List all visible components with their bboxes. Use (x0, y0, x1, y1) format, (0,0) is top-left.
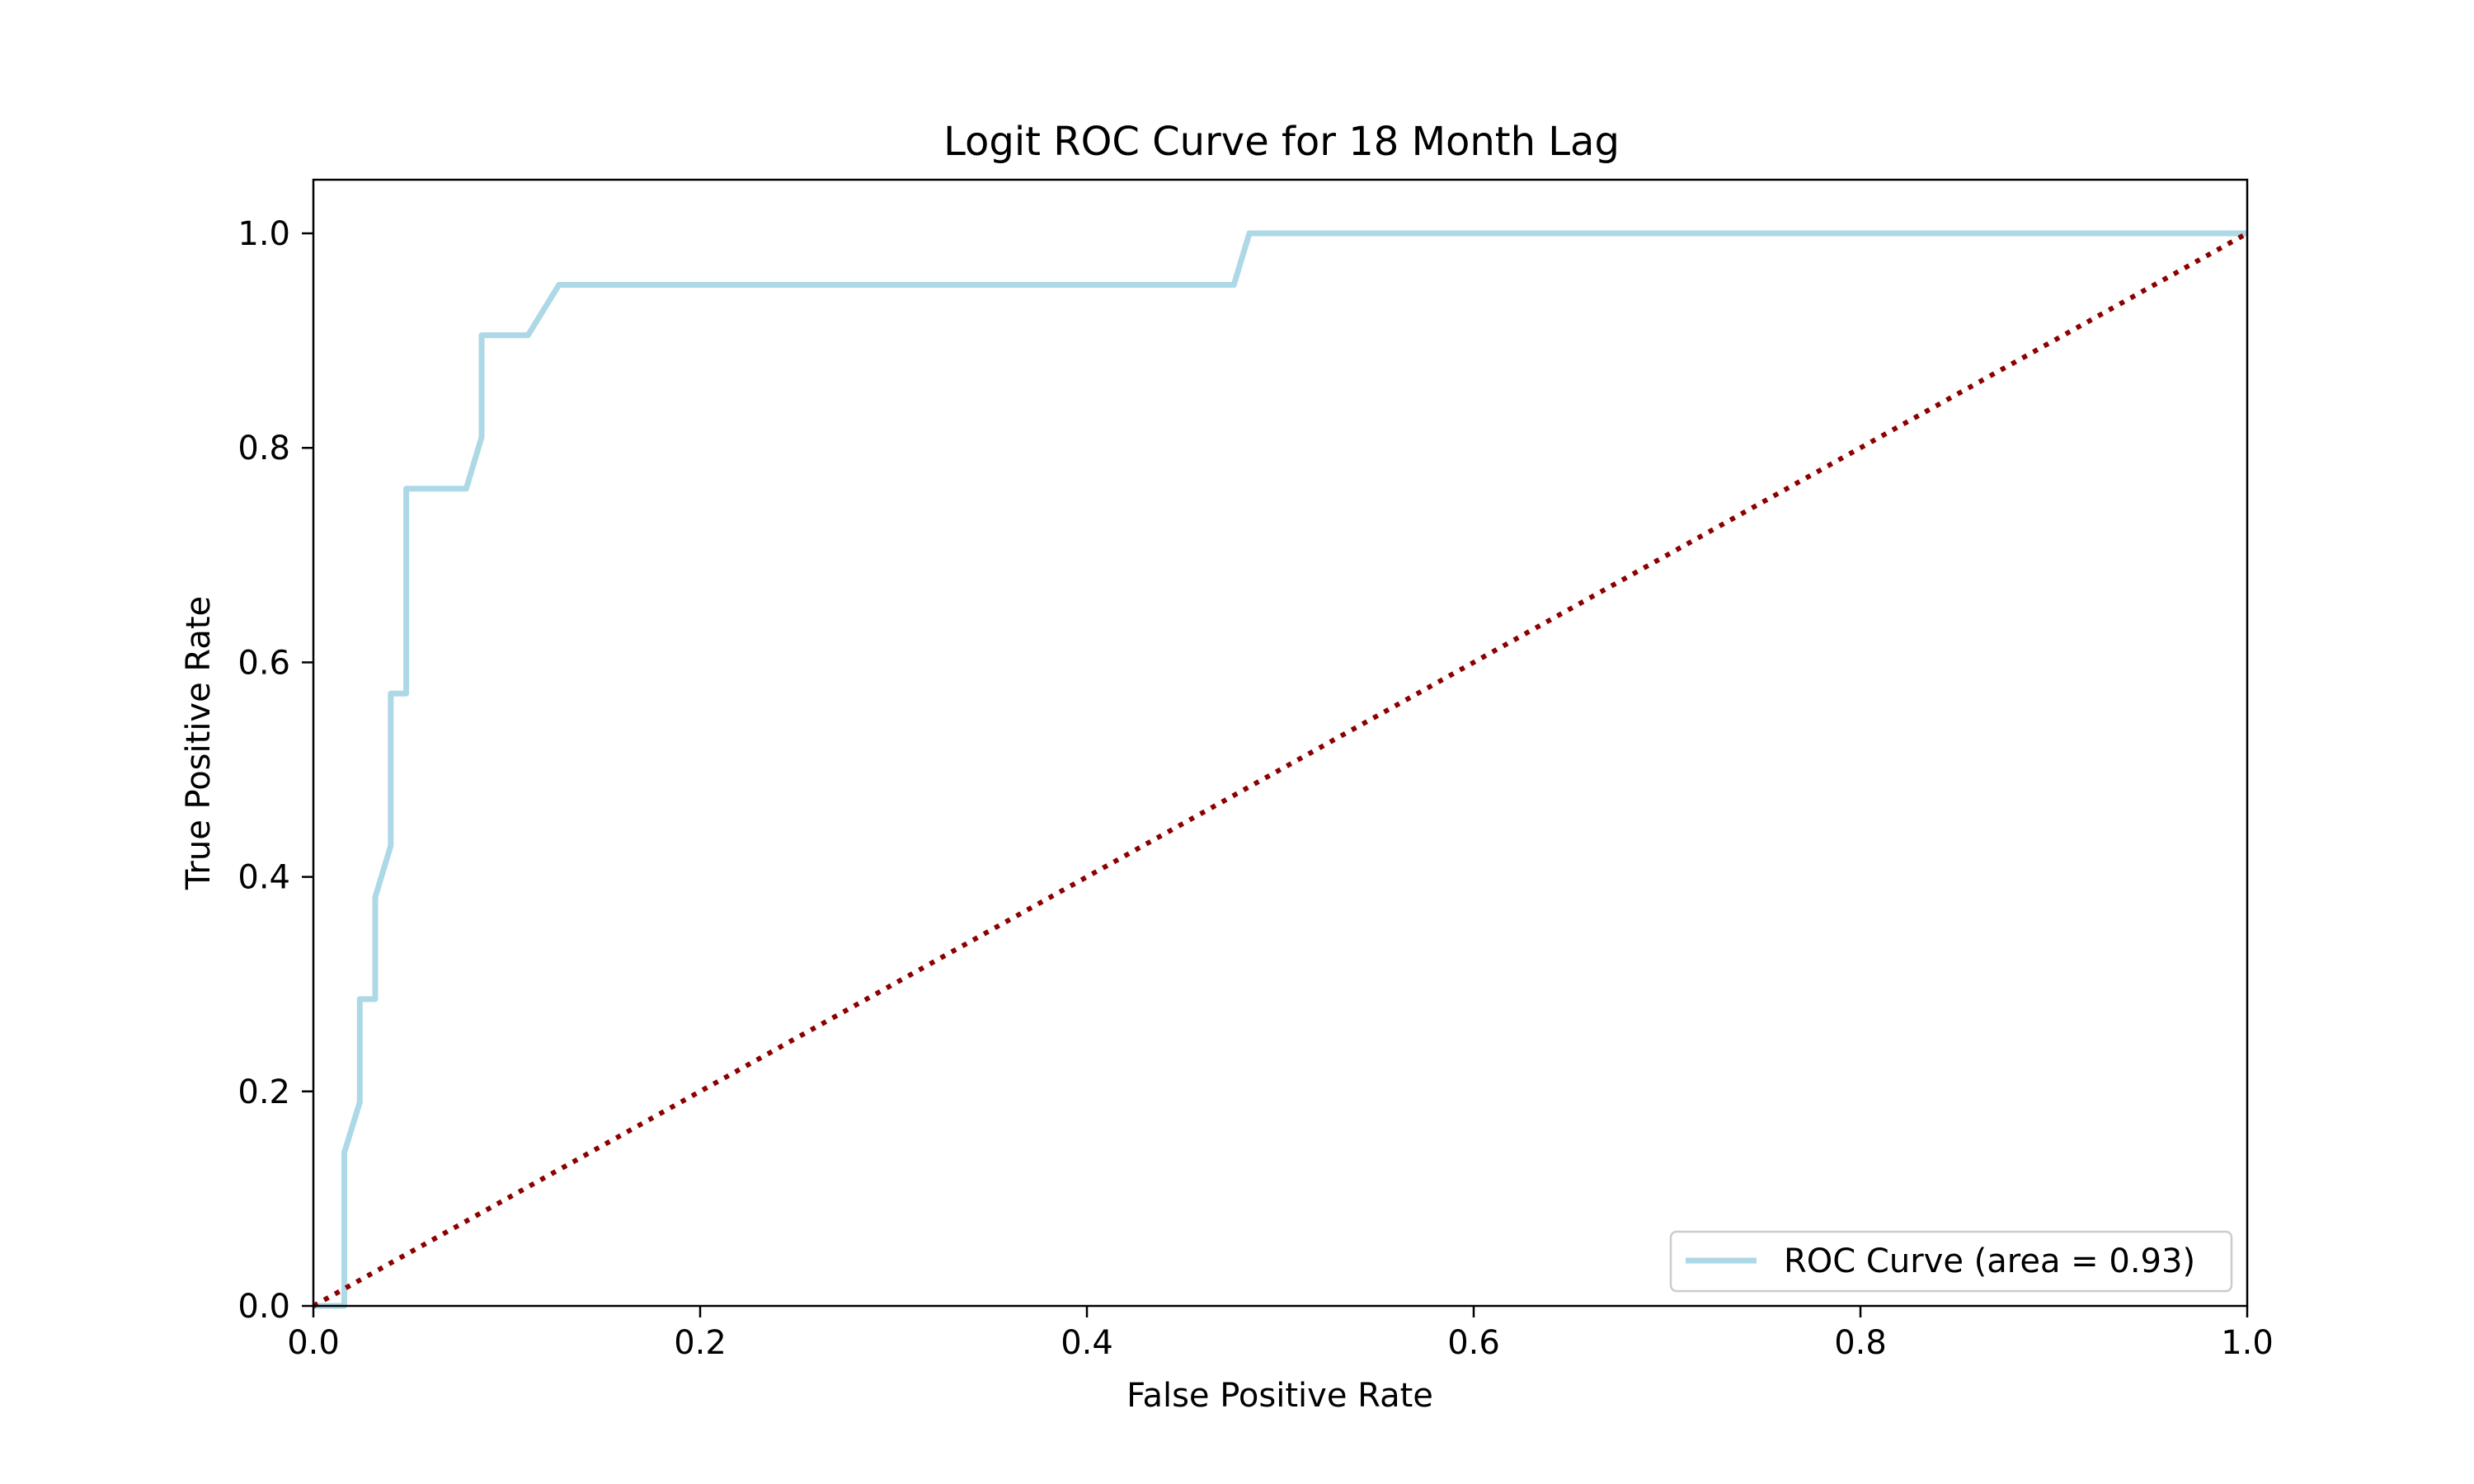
x-axis: 0.0 0.2 0.4 0.6 0.8 1.0 (287, 1306, 2274, 1362)
y-tick-label: 0.4 (238, 859, 290, 897)
chance-diagonal-line (312, 231, 2249, 1308)
legend-box (1669, 1230, 2233, 1293)
y-axis-label: True Positive Rate (180, 596, 218, 890)
legend-label: ROC Curve (area = 0.93) (1784, 1242, 2195, 1280)
x-tick-label: 0.2 (674, 1324, 727, 1362)
legend: ROC Curve (area = 0.93) (1669, 1230, 2233, 1293)
x-tick-label: 0.0 (287, 1324, 340, 1362)
y-tick-label: 0.6 (238, 644, 290, 682)
x-tick-label: 1.0 (2221, 1324, 2274, 1362)
roc-curve-line (313, 230, 2247, 1309)
chart-title: Logit ROC Curve for 18 Month Lag (943, 119, 1620, 165)
y-axis: 0.0 0.2 0.4 0.6 0.8 1.0 (238, 215, 313, 1326)
x-tick-label: 0.4 (1061, 1324, 1113, 1362)
y-tick-label: 0.2 (238, 1073, 290, 1111)
x-tick-label: 0.6 (1447, 1324, 1500, 1362)
y-tick-label: 1.0 (238, 215, 290, 253)
x-tick-label: 0.8 (1834, 1324, 1887, 1362)
y-tick-label: 0.0 (238, 1288, 290, 1326)
plot-area (312, 230, 2249, 1309)
x-axis-label: False Positive Rate (1126, 1377, 1433, 1415)
axes-frame (312, 178, 2249, 1308)
y-tick-label: 0.8 (238, 430, 290, 467)
